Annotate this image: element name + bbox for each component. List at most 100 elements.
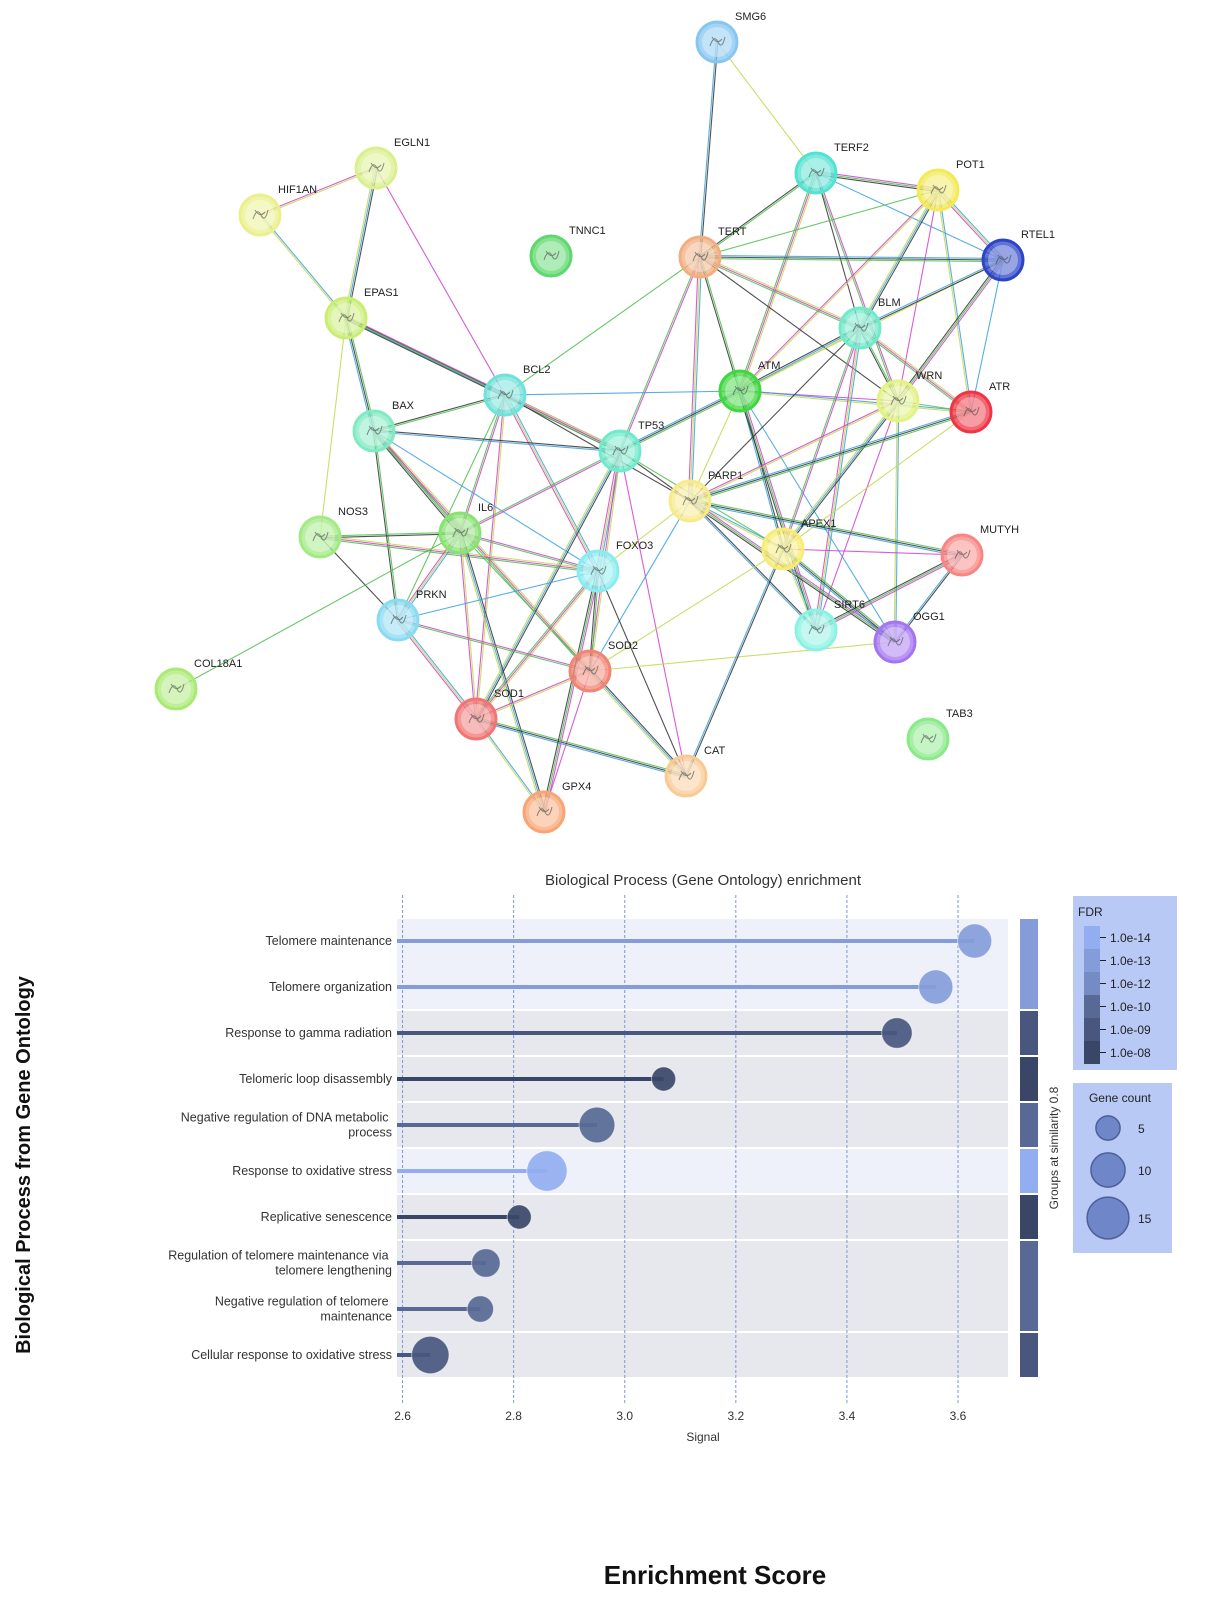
edge <box>397 394 506 621</box>
lollipop-dot <box>918 969 954 1005</box>
edge <box>689 327 861 502</box>
edge <box>739 326 860 391</box>
x-tick-label: 3.6 <box>950 1409 967 1423</box>
network-nodes: SMG6 TERF2 POT1 RTEL1 TERT TNNC1 EGLN1 HIF1AN EP… <box>154 11 1055 834</box>
x-tick-label: 2.6 <box>394 1409 411 1423</box>
edge <box>741 390 819 630</box>
edge <box>461 532 547 812</box>
edge <box>700 254 1004 259</box>
lollipop-dot <box>526 1150 568 1192</box>
lollipop-dot <box>466 1295 495 1323</box>
edge <box>716 41 817 174</box>
node-label: SMG6 <box>735 11 766 23</box>
node-label: FOXO3 <box>616 540 653 552</box>
edge <box>740 328 861 393</box>
edge <box>739 390 896 643</box>
edge <box>588 671 686 778</box>
node-structure <box>920 733 937 744</box>
edge <box>375 167 506 396</box>
node-label: CAT <box>704 745 725 757</box>
edge <box>475 570 599 720</box>
fdr-swatch <box>1084 1041 1100 1064</box>
edge <box>739 391 971 414</box>
lollipop-dot <box>471 1248 501 1278</box>
edge <box>815 172 861 329</box>
edge <box>782 400 899 550</box>
node-structure <box>890 395 907 406</box>
edge <box>739 172 817 392</box>
edge <box>543 570 599 813</box>
node-structure <box>678 770 695 781</box>
fdr-swatch <box>1084 995 1100 1018</box>
edge <box>970 259 1004 413</box>
node-label: MUTYH <box>980 524 1019 536</box>
node-label: TERT <box>718 226 747 238</box>
node-label: PRKN <box>416 589 447 601</box>
edge <box>475 450 621 720</box>
node-label: COL18A1 <box>194 658 242 670</box>
edge <box>319 538 598 574</box>
edge <box>781 549 895 644</box>
edge <box>816 172 900 401</box>
edge <box>740 190 939 392</box>
fdr-tick-label: 1.0e-13 <box>1110 954 1151 968</box>
edge <box>897 259 1004 402</box>
node-structure <box>692 251 709 262</box>
edge <box>740 389 972 412</box>
group-band <box>397 1333 1008 1377</box>
node-structure <box>995 254 1012 265</box>
edge <box>545 571 601 813</box>
edge <box>860 326 973 412</box>
node-structure <box>808 624 825 635</box>
node-label: GPX4 <box>562 781 591 793</box>
node-structure <box>390 614 407 625</box>
edge <box>816 555 963 632</box>
edge <box>504 256 701 396</box>
size-legend-label: 15 <box>1138 1212 1152 1226</box>
edge <box>859 327 972 413</box>
node-structure <box>775 543 792 554</box>
edge <box>260 214 348 318</box>
node-structure <box>497 389 514 400</box>
edge <box>781 399 898 549</box>
node-label: TERF2 <box>834 142 869 154</box>
category-label: Telomere organization <box>269 980 392 994</box>
size-legend-title: Gene count <box>1089 1091 1152 1105</box>
edge <box>689 399 898 501</box>
edge <box>700 42 719 258</box>
node-structure <box>168 683 185 694</box>
node-label: EPAS1 <box>364 287 399 299</box>
fdr-tick-label: 1.0e-08 <box>1110 1046 1151 1060</box>
edge <box>896 258 1003 401</box>
edge <box>689 409 971 500</box>
node-structure <box>963 406 980 417</box>
edge <box>859 258 1003 328</box>
edge <box>475 718 687 777</box>
node-label: ATR <box>989 381 1010 393</box>
node-label: IL6 <box>478 502 493 514</box>
fdr-swatch <box>1084 1018 1100 1041</box>
edge <box>459 532 591 672</box>
node-label: APEX1 <box>801 518 836 530</box>
edge <box>541 570 597 812</box>
fdr-tick-label: 1.0e-12 <box>1110 977 1151 991</box>
category-label: Negative regulation of DNA metabolic pro… <box>181 1111 392 1140</box>
edge <box>893 400 898 642</box>
category-label: Negative regulation of telomere maintena… <box>215 1295 392 1324</box>
edge <box>474 569 598 719</box>
figure-y-title: Biological Process from Gene Ontology <box>13 975 35 1354</box>
node-structure <box>590 565 607 576</box>
edge <box>781 327 860 549</box>
edge <box>175 532 461 690</box>
node-label: BAX <box>392 400 415 412</box>
node-structure <box>368 162 385 173</box>
edge <box>343 167 375 318</box>
group-bar <box>1020 1011 1038 1055</box>
edge <box>699 257 860 330</box>
edge <box>737 172 816 391</box>
lollipop-dot <box>651 1066 677 1092</box>
edge <box>782 548 896 643</box>
edge <box>503 395 598 573</box>
node-structure <box>682 495 699 506</box>
edge <box>618 256 700 451</box>
